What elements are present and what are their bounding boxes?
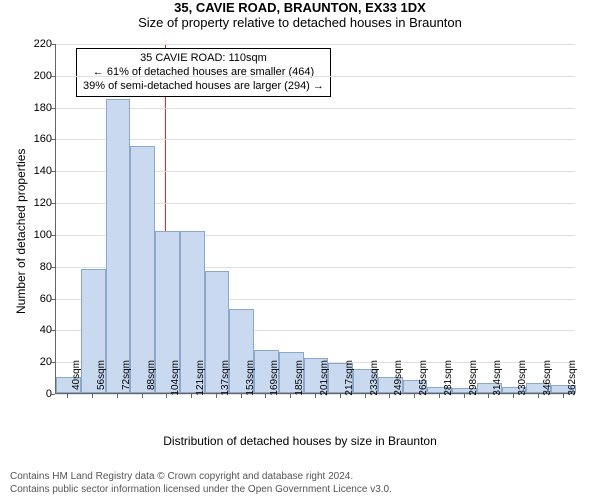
- gridline-h: [56, 108, 575, 109]
- x-tick-mark: [191, 394, 192, 398]
- x-tick-mark: [216, 394, 217, 398]
- x-tick-mark: [488, 394, 489, 398]
- y-tick-mark: [51, 203, 55, 204]
- x-tick-label: 233sqm: [369, 360, 380, 400]
- y-tick-mark: [51, 394, 55, 395]
- y-tick-label: 20: [22, 356, 52, 368]
- y-tick-mark: [51, 139, 55, 140]
- y-tick-label: 160: [22, 133, 52, 145]
- x-tick-label: 72sqm: [121, 360, 132, 400]
- y-tick-label: 180: [22, 102, 52, 114]
- x-tick-mark: [315, 394, 316, 398]
- x-tick-label: 201sqm: [319, 360, 330, 400]
- x-tick-label: 265sqm: [418, 360, 429, 400]
- x-tick-label: 88sqm: [146, 360, 157, 400]
- y-tick-mark: [51, 44, 55, 45]
- y-tick-label: 120: [22, 197, 52, 209]
- x-axis-label: Distribution of detached houses by size …: [0, 434, 600, 448]
- x-tick-mark: [265, 394, 266, 398]
- histogram-bar: [106, 99, 131, 393]
- x-tick-mark: [538, 394, 539, 398]
- x-tick-mark: [340, 394, 341, 398]
- y-tick-mark: [51, 171, 55, 172]
- x-tick-mark: [414, 394, 415, 398]
- x-tick-label: 121sqm: [195, 360, 206, 400]
- x-tick-label: 346sqm: [542, 360, 553, 400]
- gridline-h: [56, 76, 575, 77]
- x-tick-mark: [464, 394, 465, 398]
- x-tick-mark: [365, 394, 366, 398]
- page-subtitle: Size of property relative to detached ho…: [0, 15, 600, 30]
- y-tick-mark: [51, 235, 55, 236]
- x-tick-mark: [117, 394, 118, 398]
- x-tick-label: 249sqm: [393, 360, 404, 400]
- x-tick-label: 137sqm: [220, 360, 231, 400]
- x-tick-mark: [563, 394, 564, 398]
- y-tick-label: 140: [22, 165, 52, 177]
- histogram-bar: [130, 146, 155, 393]
- gridline-h: [56, 139, 575, 140]
- y-tick-mark: [51, 330, 55, 331]
- y-tick-mark: [51, 362, 55, 363]
- x-tick-mark: [439, 394, 440, 398]
- y-tick-mark: [51, 267, 55, 268]
- annotation-line3: 39% of semi-detached houses are larger (…: [83, 80, 324, 94]
- x-tick-mark: [166, 394, 167, 398]
- y-tick-label: 220: [22, 38, 52, 50]
- x-tick-mark: [92, 394, 93, 398]
- page-address-title: 35, CAVIE ROAD, BRAUNTON, EX33 1DX: [0, 0, 600, 15]
- x-tick-mark: [67, 394, 68, 398]
- x-tick-mark: [142, 394, 143, 398]
- plot-area: 35 CAVIE ROAD: 110sqm ← 61% of detached …: [55, 44, 575, 394]
- y-tick-label: 200: [22, 70, 52, 82]
- annotation-line2: ← 61% of detached houses are smaller (46…: [83, 66, 324, 80]
- x-tick-label: 185sqm: [294, 360, 305, 400]
- x-tick-mark: [290, 394, 291, 398]
- x-tick-label: 362sqm: [567, 360, 578, 400]
- x-tick-label: 281sqm: [443, 360, 454, 400]
- y-tick-mark: [51, 299, 55, 300]
- x-tick-label: 330sqm: [517, 360, 528, 400]
- x-tick-mark: [241, 394, 242, 398]
- x-tick-mark: [513, 394, 514, 398]
- x-tick-label: 153sqm: [245, 360, 256, 400]
- y-tick-mark: [51, 76, 55, 77]
- annotation-box: 35 CAVIE ROAD: 110sqm ← 61% of detached …: [76, 48, 331, 97]
- y-tick-mark: [51, 108, 55, 109]
- x-tick-label: 298sqm: [468, 360, 479, 400]
- annotation-line1: 35 CAVIE ROAD: 110sqm: [83, 52, 324, 66]
- x-tick-label: 40sqm: [71, 360, 82, 400]
- footer-line2: Contains public sector information licen…: [10, 484, 392, 497]
- y-tick-label: 100: [22, 229, 52, 241]
- footer-line1: Contains HM Land Registry data © Crown c…: [10, 471, 392, 484]
- y-tick-label: 0: [22, 388, 52, 400]
- y-tick-label: 80: [22, 261, 52, 273]
- x-tick-label: 314sqm: [492, 360, 503, 400]
- x-tick-label: 217sqm: [344, 360, 355, 400]
- chart-container: Number of detached properties 35 CAVIE R…: [0, 34, 600, 450]
- y-tick-label: 60: [22, 293, 52, 305]
- x-tick-label: 169sqm: [269, 360, 280, 400]
- gridline-h: [56, 44, 575, 45]
- y-tick-label: 40: [22, 324, 52, 336]
- footer-attribution: Contains HM Land Registry data © Crown c…: [10, 471, 392, 496]
- x-tick-mark: [389, 394, 390, 398]
- x-tick-label: 56sqm: [96, 360, 107, 400]
- x-tick-label: 104sqm: [170, 360, 181, 400]
